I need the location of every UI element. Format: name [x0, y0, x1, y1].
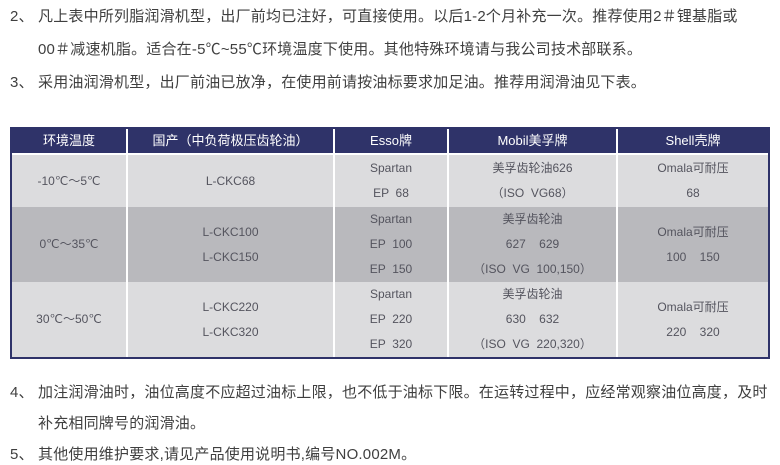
cell-mobil: 美孚齿轮油 630 632 （ISO VG 220,320） — [449, 282, 618, 357]
note-item-5: 5、 其他使用维护要求,请见产品使用说明书,编号NO.002M。 — [10, 439, 770, 465]
table-row: 30℃～50℃ L-CKC220 L-CKC320 Spartan EP 220… — [12, 282, 768, 357]
cell-line: L-CKC150 — [202, 249, 259, 264]
cell-line: EP 220 — [369, 312, 413, 326]
cell-line: L-CKC68 — [205, 173, 256, 188]
cell-line: 美孚齿轮油 — [502, 287, 563, 301]
table-header-row: 环境温度 国产（中负荷极压齿轮油） Esso牌 Mobil美孚牌 Shell壳牌 — [12, 129, 768, 155]
cell-line: Spartan — [369, 212, 413, 226]
lubricant-table: 环境温度 国产（中负荷极压齿轮油） Esso牌 Mobil美孚牌 Shell壳牌… — [10, 127, 770, 359]
cell-domestic: L-CKC100 L-CKC150 — [128, 207, 335, 282]
table-row: -10℃～5℃ L-CKC68 Spartan EP 68 美孚齿轮油626 （… — [12, 155, 768, 207]
cell-line: 0℃～35℃ — [39, 237, 99, 251]
note-number: 2、 — [10, 8, 34, 25]
cell-line: 30℃～50℃ — [36, 312, 102, 326]
cell-line: L-CKC320 — [202, 324, 259, 339]
note-item-3: 3、 采用油润滑机型，出厂前油已放净，在使用前请按油标要求加足油。推荐用润滑油见… — [10, 66, 770, 99]
cell-mobil: 美孚齿轮油626 （ISO VG68） — [449, 155, 618, 207]
column-header-esso: Esso牌 — [335, 129, 449, 155]
note-number: 4、 — [10, 384, 34, 401]
cell-domestic: L-CKC68 — [128, 155, 335, 207]
note-content: 采用油润滑机型，出厂前油已放净，在使用前请按油标要求加足油。推荐用润滑油见下表。 — [38, 66, 770, 99]
cell-domestic: L-CKC220 L-CKC320 — [128, 282, 335, 357]
cell-esso: Spartan EP 68 — [335, 155, 449, 207]
cell-line: EP 68 — [373, 186, 409, 200]
table-row: 0℃～35℃ L-CKC100 L-CKC150 Spartan EP 100 … — [12, 207, 768, 282]
cell-line: 美孚齿轮油626 — [492, 161, 573, 175]
note-item-4: 4、 加注润滑油时，油位高度不应超过油标上限，也不低于油标下限。在运转过程中，应… — [10, 377, 770, 439]
note-line: 加注润滑油时，油位高度不应超过油标上限，也不低于油标下限。在运转过程中，应经常观… — [38, 384, 768, 401]
cell-shell: Omala可耐压 220 320 — [618, 282, 768, 357]
cell-line: Omala可耐压 — [657, 299, 729, 314]
cell-line: （ISO VG68） — [491, 186, 574, 200]
cell-line: L-CKC100 — [202, 224, 259, 239]
cell-mobil: 美孚齿轮油 627 629 （ISO VG 100,150） — [449, 207, 618, 282]
cell-line: EP 320 — [369, 337, 413, 351]
cell-line: Spartan — [369, 161, 413, 175]
cell-temperature: 30℃～50℃ — [12, 282, 128, 357]
cell-esso: Spartan EP 220 EP 320 — [335, 282, 449, 357]
note-content: 凡上表中所列脂润滑机型，出厂前均已注好，可直接使用。以后1-2个月补充一次。推荐… — [38, 0, 770, 66]
note-content: 其他使用维护要求,请见产品使用说明书,编号NO.002M。 — [38, 439, 770, 465]
cell-line: Omala可耐压 — [657, 224, 729, 239]
column-header-domestic-gear-oil: 国产（中负荷极压齿轮油） — [128, 129, 335, 155]
cell-line: L-CKC220 — [202, 299, 259, 314]
note-line: 凡上表中所列脂润滑机型，出厂前均已注好，可直接使用。以后1-2个月补充一次。推荐… — [38, 8, 738, 25]
column-header-ambient-temperature: 环境温度 — [12, 129, 128, 155]
cell-line: 68 — [686, 186, 700, 200]
note-line: 补充相同牌号的润滑油。 — [38, 415, 206, 432]
column-header-shell: Shell壳牌 — [618, 129, 768, 155]
notes-bottom: 4、 加注润滑油时，油位高度不应超过油标上限，也不低于油标下限。在运转过程中，应… — [10, 377, 770, 465]
cell-line: EP 100 — [369, 237, 413, 251]
column-header-mobil: Mobil美孚牌 — [449, 129, 618, 155]
note-line: 00＃减速机脂。适合在-5℃~55℃环境温度下使用。其他特殊环境请与我公司技术部… — [38, 41, 643, 58]
note-number: 5、 — [10, 446, 34, 463]
cell-line: 美孚齿轮油 — [502, 212, 563, 226]
cell-line: 220 320 — [666, 324, 720, 339]
note-item-2: 2、 凡上表中所列脂润滑机型，出厂前均已注好，可直接使用。以后1-2个月补充一次… — [10, 0, 770, 66]
cell-esso: Spartan EP 100 EP 150 — [335, 207, 449, 282]
cell-line: （ISO VG 220,320） — [473, 337, 592, 351]
cell-line: 630 632 — [505, 312, 560, 326]
cell-line: EP 150 — [369, 262, 413, 276]
note-line: 其他使用维护要求,请见产品使用说明书,编号NO.002M。 — [38, 446, 417, 463]
cell-line: Omala可耐压 — [657, 161, 729, 175]
cell-shell: Omala可耐压 100 150 — [618, 207, 768, 282]
cell-line: -10℃～5℃ — [37, 173, 101, 188]
cell-line: Spartan — [369, 287, 413, 301]
note-line: 采用油润滑机型，出厂前油已放净，在使用前请按油标要求加足油。推荐用润滑油见下表。 — [38, 74, 647, 91]
note-number: 3、 — [10, 74, 34, 91]
note-content: 加注润滑油时，油位高度不应超过油标上限，也不低于油标下限。在运转过程中，应经常观… — [38, 377, 770, 439]
notes-top: 2、 凡上表中所列脂润滑机型，出厂前均已注好，可直接使用。以后1-2个月补充一次… — [10, 0, 770, 99]
cell-temperature: -10℃～5℃ — [12, 155, 128, 207]
cell-line: 100 150 — [666, 249, 720, 264]
cell-line: （ISO VG 100,150） — [473, 262, 592, 276]
cell-temperature: 0℃～35℃ — [12, 207, 128, 282]
cell-line: 627 629 — [505, 237, 560, 251]
cell-shell: Omala可耐压 68 — [618, 155, 768, 207]
